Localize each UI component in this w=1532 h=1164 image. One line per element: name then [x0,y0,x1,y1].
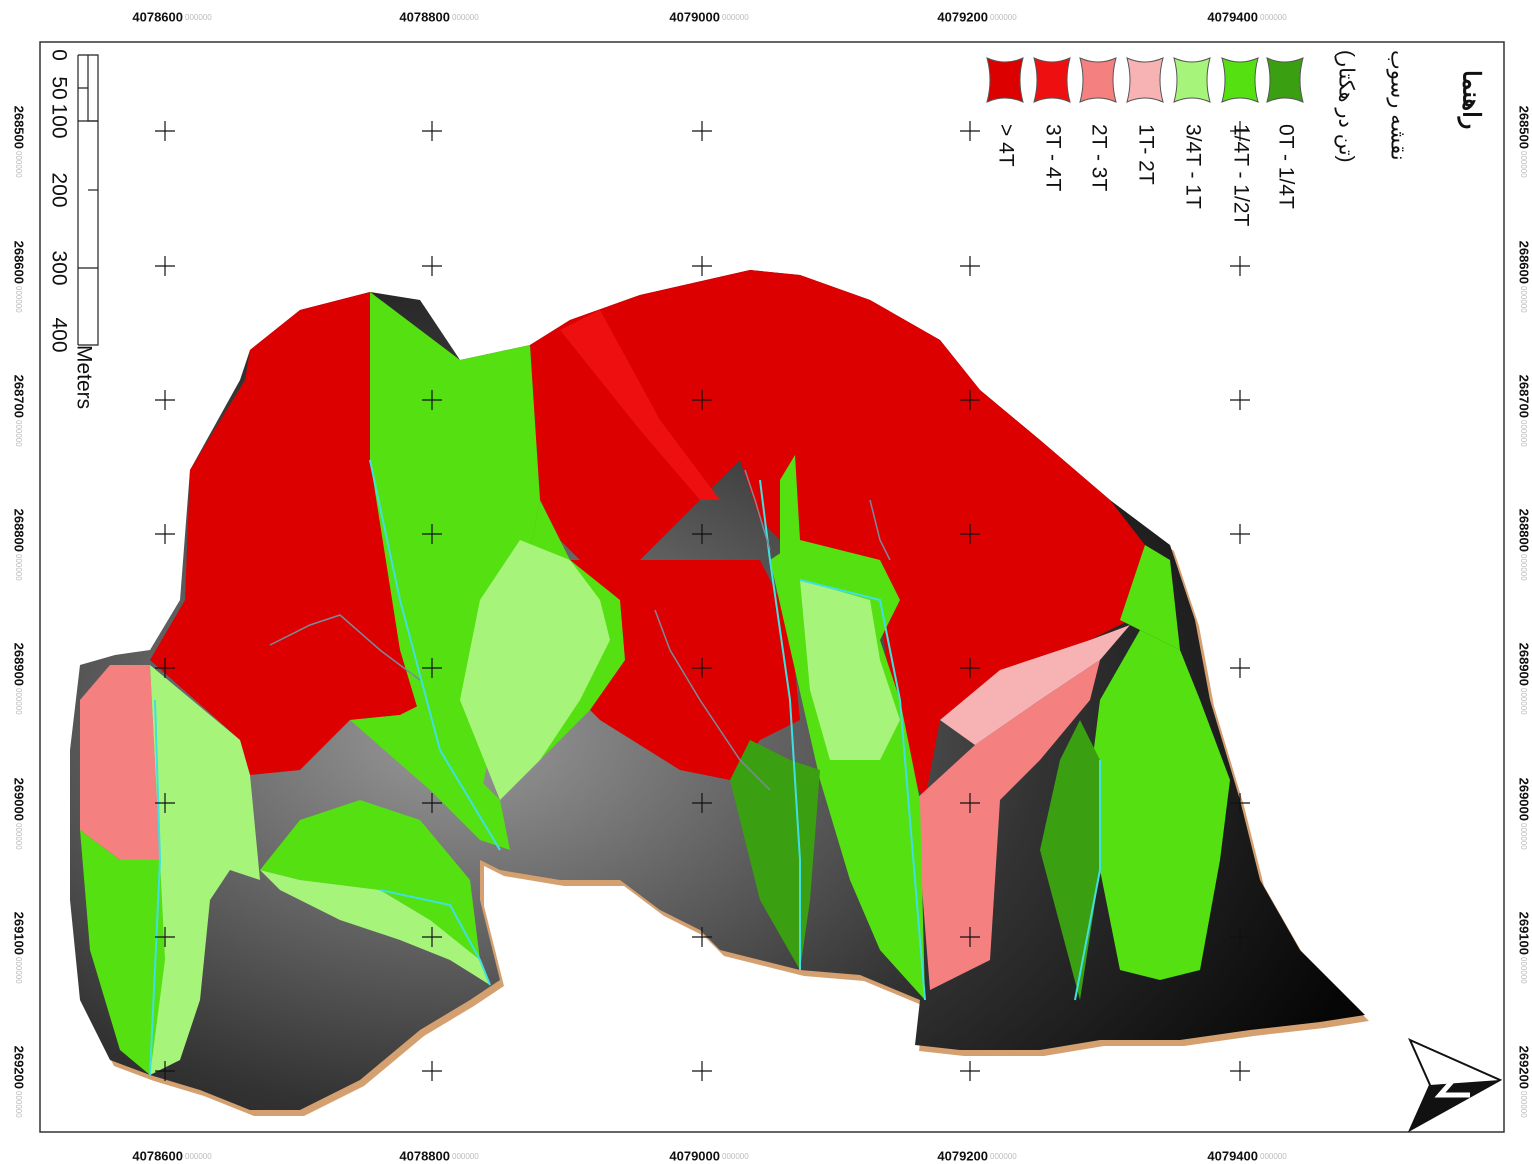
legend-label: 0T - 1/4T [1274,124,1297,209]
y-coordinate-suffix: 000000 [1519,1091,1528,1118]
y-coordinate-label: 268500 [12,106,27,149]
y-coordinate-label: 268900 [1517,643,1532,686]
x-coordinate-label: 4079400 [1207,1148,1258,1163]
legend-swatch [1127,58,1163,102]
y-coordinate-suffix: 000000 [14,151,23,178]
y-coordinate-suffix: 000000 [14,420,23,447]
y-coordinate-suffix: 000000 [1519,823,1528,850]
y-coordinate-label: 269000 [1517,778,1532,821]
y-coordinate-suffix: 000000 [14,286,23,313]
x-coordinate-suffix: 000000 [1260,1152,1287,1161]
y-coordinate-label: 268900 [12,643,27,686]
y-coordinate-suffix: 000000 [1519,420,1528,447]
x-coordinate-suffix: 000000 [1260,13,1287,22]
scale-label: 100 [47,103,70,138]
y-coordinate-label: 268600 [12,241,27,284]
scale-label: 300 [47,250,70,285]
legend-title: راهنما [1457,70,1485,129]
x-coordinate-label: 4078800 [399,1148,450,1163]
y-coordinate-label: 269100 [12,912,27,955]
x-coordinate-suffix: 000000 [452,13,479,22]
legend-swatch [1080,58,1116,102]
legend-label: > 4T [994,124,1017,167]
y-coordinate-suffix: 000000 [14,688,23,715]
legend-label: 3T - 4T [1041,124,1064,191]
y-coordinate-suffix: 000000 [14,554,23,581]
y-coordinate-label: 269200 [1517,1046,1532,1089]
x-coordinate-label: 4079000 [669,1148,720,1163]
x-coordinate-label: 4079200 [937,1148,988,1163]
x-coordinate-suffix: 000000 [185,1152,212,1161]
scale-label: 50 [47,76,70,99]
legend-label: 1/4T - 1/2T [1229,124,1252,226]
legend-swatch [1174,58,1210,102]
y-coordinate-label: 268700 [1517,375,1532,418]
x-coordinate-suffix: 000000 [990,1152,1017,1161]
x-coordinate-label: 4079200 [937,9,988,24]
legend-label: 1T- 2T [1134,124,1157,185]
scale-label: 0 [47,49,70,61]
x-coordinate-suffix: 000000 [722,1152,749,1161]
y-coordinate-label: 268500 [1517,106,1532,149]
scale-label: 400 [47,317,70,352]
x-coordinate-suffix: 000000 [185,13,212,22]
x-coordinate-label: 4079400 [1207,9,1258,24]
legend-swatch [1222,58,1258,102]
page: 0T - 1/4T 1/4T - 1/2T 3/4T - 1T 1T- 2T 2T - … [0,0,1532,1164]
scale-unit: Meters [72,345,95,409]
y-coordinate-label: 268600 [1517,241,1532,284]
legend-unit: (تن در هکتار) [1333,50,1357,163]
y-coordinate-label: 268800 [12,509,27,552]
x-coordinate-suffix: 000000 [990,13,1017,22]
y-coordinate-suffix: 000000 [14,957,23,984]
y-coordinate-suffix: 000000 [1519,151,1528,178]
scale-label: 200 [47,172,70,207]
y-coordinate-label: 268800 [1517,509,1532,552]
y-coordinate-label: 269200 [12,1046,27,1089]
y-coordinate-label: 268700 [12,375,27,418]
y-coordinate-suffix: 000000 [1519,286,1528,313]
legend-swatch [1267,58,1303,102]
x-coordinate-suffix: 000000 [722,13,749,22]
x-coordinate-label: 4078600 [132,9,183,24]
legend-swatch [1034,58,1070,102]
map-figure: 0T - 1/4T 1/4T - 1/2T 3/4T - 1T 1T- 2T 2T - … [0,0,1532,1164]
y-coordinate-suffix: 000000 [14,1091,23,1118]
legend-subtitle: نقشه رسوب [1385,50,1409,161]
y-coordinate-label: 269000 [12,778,27,821]
y-coordinate-suffix: 000000 [1519,688,1528,715]
legend-label: 2T - 3T [1087,124,1110,191]
legend-swatch [987,58,1023,102]
y-coordinate-suffix: 000000 [14,823,23,850]
y-coordinate-label: 269100 [1517,912,1532,955]
x-coordinate-label: 4078800 [399,9,450,24]
legend-label: 3/4T - 1T [1181,124,1204,209]
x-coordinate-label: 4078600 [132,1148,183,1163]
x-coordinate-label: 4079000 [669,9,720,24]
y-coordinate-suffix: 000000 [1519,554,1528,581]
x-coordinate-suffix: 000000 [452,1152,479,1161]
y-coordinate-suffix: 000000 [1519,957,1528,984]
